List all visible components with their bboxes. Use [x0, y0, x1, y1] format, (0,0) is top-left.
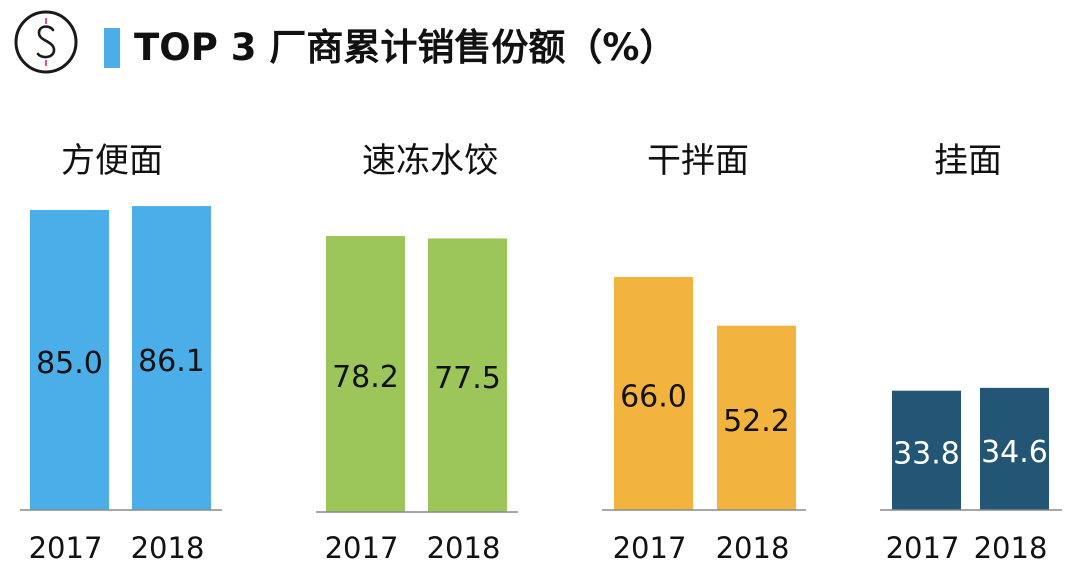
data-label: 85.0: [36, 346, 103, 381]
bar: [717, 325, 796, 510]
data-label: 86.1: [138, 344, 205, 379]
chart-title: 方便面: [61, 141, 163, 181]
bar: [132, 206, 211, 510]
bar: [30, 209, 109, 510]
bar: [614, 277, 693, 510]
bar: [980, 387, 1049, 510]
tick-label: 2018: [716, 531, 790, 565]
data-label: 33.8: [893, 436, 960, 471]
data-label: 66.0: [620, 380, 687, 415]
tick-label: 2017: [886, 531, 960, 565]
data-label: 78.2: [332, 360, 399, 395]
tick-label: 2018: [974, 531, 1048, 565]
dollar-sign-icon: [14, 10, 78, 74]
tick-label: 2017: [613, 531, 687, 565]
chart-title: 速冻水饺: [362, 141, 498, 181]
tick-label: 2018: [427, 531, 501, 565]
tick-label: 2017: [29, 531, 103, 565]
bar: [892, 390, 961, 510]
bar: [326, 235, 405, 513]
chart-title: 干拌面: [647, 141, 749, 181]
page-title: TOP 3 厂商累计销售份额（%）: [134, 26, 677, 69]
tick-label: 2017: [325, 531, 399, 565]
data-label: 34.6: [981, 435, 1048, 470]
tick-label: 2018: [131, 531, 205, 565]
chart-title: 挂面: [934, 141, 1002, 181]
data-label: 77.5: [434, 361, 501, 396]
data-label: 52.2: [723, 404, 790, 439]
bar: [428, 238, 507, 513]
title-accent-bar: [104, 28, 120, 68]
